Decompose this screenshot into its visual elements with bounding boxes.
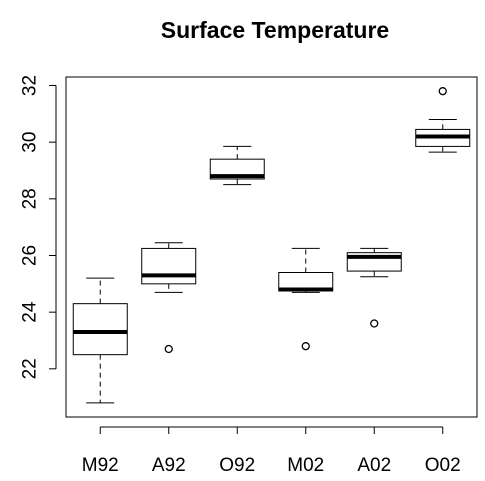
- x-tick-label: M92: [82, 455, 119, 476]
- y-tick-label: 30: [20, 132, 41, 153]
- x-tick-label: A92: [152, 455, 186, 476]
- y-tick-label: 22: [20, 358, 41, 379]
- box-a92: [141, 242, 197, 354]
- y-tick-label: 28: [20, 188, 41, 209]
- outlier-point: [301, 342, 310, 351]
- box-o02: [415, 87, 471, 153]
- x-axis: M92 A92 O92 M02 A02 O02: [82, 426, 461, 476]
- iqr-box: [209, 158, 265, 180]
- x-tick-label: A02: [357, 455, 391, 476]
- y-tick-label: 24: [20, 301, 41, 323]
- iqr-box: [72, 303, 128, 356]
- iqr-box: [141, 247, 197, 285]
- x-tick-label: O92: [219, 455, 255, 476]
- box-m02: [278, 247, 334, 351]
- plot-frame: [65, 76, 478, 418]
- y-tick-label: 32: [20, 75, 41, 96]
- box-a02: [346, 247, 402, 328]
- outlier-point: [438, 87, 447, 96]
- y-tick-label: 26: [20, 245, 41, 266]
- outlier-point: [370, 319, 379, 328]
- boxes: [72, 87, 471, 404]
- box-m92: [72, 277, 128, 404]
- x-tick-label: O02: [425, 455, 461, 476]
- x-tick-label: M02: [287, 455, 324, 476]
- box-o92: [209, 145, 265, 186]
- chart-title: Surface Temperature: [161, 17, 389, 43]
- outlier-point: [164, 344, 173, 354]
- y-axis: 22 24 26 28 30 32: [20, 75, 57, 379]
